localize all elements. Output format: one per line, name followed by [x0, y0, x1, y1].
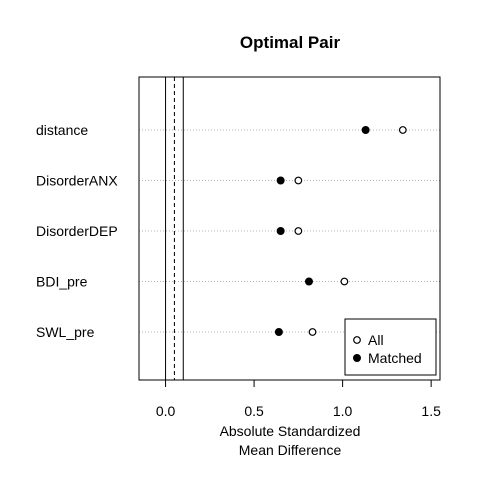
data-points [274, 126, 407, 336]
x-tick-label: 1.5 [421, 403, 441, 419]
x-tick-label: 1.0 [333, 403, 353, 419]
point-all-DisorderDEP [294, 227, 303, 235]
legend-marker-all [353, 336, 361, 344]
point-matched-distance [361, 126, 370, 134]
point-matched-DisorderANX [276, 176, 285, 185]
x-tick-label: 0.5 [244, 403, 264, 419]
legend-label-matched: Matched [368, 350, 422, 366]
point-all-SWL_pre [308, 328, 317, 336]
category-label: DisorderANX [36, 173, 118, 189]
legend: All Matched [344, 318, 437, 376]
category-label: SWL_pre [36, 324, 95, 340]
point-matched-DisorderDEP [276, 227, 285, 235]
legend-box [344, 318, 437, 376]
legend-label-all: All [368, 332, 384, 348]
grid-lines [139, 129, 440, 333]
category-label: distance [36, 122, 88, 138]
point-matched-SWL_pre [274, 328, 283, 336]
x-axis-label-line1: Absolute Standardized [220, 423, 361, 439]
chart-title: Optimal Pair [240, 33, 341, 52]
x-tick-label: 0.0 [156, 403, 176, 419]
point-all-BDI_pre [340, 277, 349, 286]
x-axis: 0.0 0.5 1.0 1.5 [156, 379, 441, 419]
x-axis-label-line2: Mean Difference [239, 442, 342, 458]
reference-lines [165, 77, 184, 380]
y-category-labels: distance DisorderANX DisorderDEP BDI_pre SWL… [36, 122, 118, 340]
category-label: DisorderDEP [36, 223, 118, 239]
legend-marker-matched [353, 354, 361, 362]
point-all-distance [398, 126, 407, 134]
point-matched-BDI_pre [304, 277, 313, 286]
point-all-DisorderANX [294, 176, 303, 185]
category-label: BDI_pre [36, 274, 88, 290]
